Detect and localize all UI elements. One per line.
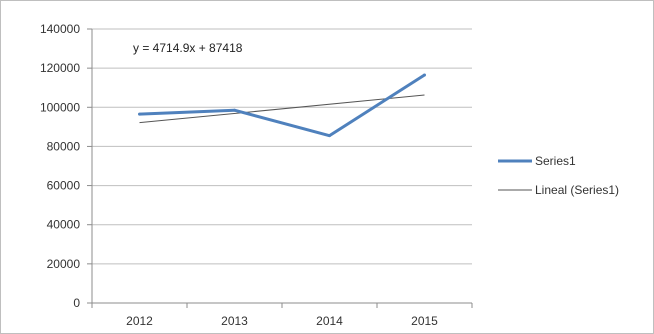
axes: 0 20000 40000 60000 80000 100000 120000 140000 2… [40,22,473,328]
trendline-equation: y = 4714.9x + 87418 [133,41,243,55]
x-tick-label: 2014 [316,314,343,328]
y-tick-label: 40000 [47,218,81,232]
series-line-series1 [139,73,426,138]
y-tick-label: 20000 [47,257,81,271]
x-tick-label: 2012 [126,314,153,328]
legend: Series1 Lineal (Series1) [498,154,619,197]
y-tick-label: 80000 [47,139,81,153]
y-tick-label: 60000 [47,179,81,193]
legend-label-series1: Series1 [535,154,576,168]
gridlines [92,28,472,265]
legend-label-trendline: Lineal (Series1) [535,183,619,197]
data-point [328,134,331,138]
x-tick-label: 2015 [411,314,438,328]
y-tick-label: 100000 [40,100,80,114]
y-tick-label: 0 [73,296,80,310]
x-tick-label: 2013 [221,314,248,328]
y-tick-label: 140000 [40,22,80,36]
data-point [233,108,236,112]
trendline [139,94,425,124]
y-tick-label: 120000 [40,61,80,75]
data-point [138,112,141,116]
series-lines [138,73,426,138]
data-point [423,73,426,77]
